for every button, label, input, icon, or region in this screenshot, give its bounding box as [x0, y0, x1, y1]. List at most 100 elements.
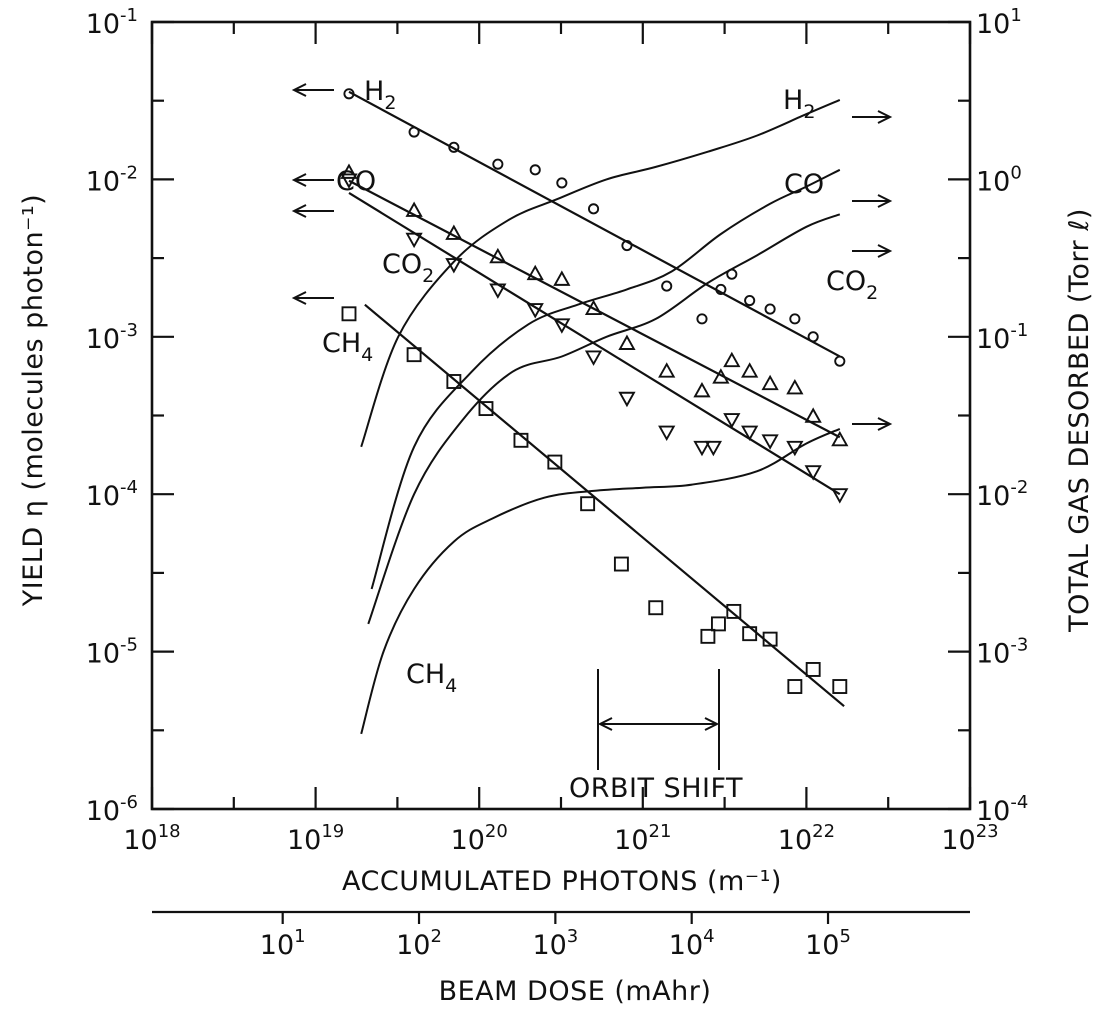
data-point — [804, 407, 822, 423]
data-point — [588, 203, 600, 215]
data-point — [408, 126, 420, 138]
data-point — [405, 232, 423, 249]
data-point — [580, 496, 596, 512]
data-point — [804, 465, 822, 481]
data-point — [405, 201, 423, 217]
orbit-shift-label: ORBIT SHIFT — [569, 773, 743, 804]
bottom-tick-label: 1021 — [614, 821, 671, 856]
left-axis-arrow — [291, 291, 334, 305]
data-point — [789, 313, 801, 325]
orbit-shift-annotation: ORBIT SHIFT — [569, 669, 743, 804]
data-point — [340, 173, 358, 189]
data-point — [513, 432, 529, 448]
data-point — [741, 362, 759, 378]
data-point — [445, 258, 463, 274]
data-point — [341, 306, 357, 322]
data-point — [526, 303, 544, 319]
beam-dose-axis: 101 102 103 104 105 — [152, 910, 970, 961]
data-point — [723, 413, 741, 429]
total-gas-curve — [360, 98, 841, 448]
data-point — [710, 616, 726, 632]
yield-fit-line — [348, 179, 841, 439]
right-axis-arrow — [852, 244, 893, 258]
data-point — [529, 164, 541, 176]
right-tick-label: 10-4 — [976, 792, 1028, 827]
data-point — [807, 331, 819, 343]
y-axis-title: YIELD η (molecules photon⁻¹) — [18, 194, 49, 607]
data-point — [726, 603, 742, 619]
data-point — [761, 374, 779, 391]
data-point — [723, 351, 741, 368]
bottom-tick-label: 1020 — [451, 821, 508, 856]
data-point — [786, 440, 804, 457]
data-point — [693, 381, 711, 398]
x-axis-title: ACCUMULATED PHOTONS (m⁻¹) — [342, 866, 782, 897]
bottom-tick-label: 1023 — [941, 821, 998, 856]
plot-frame — [150, 20, 972, 811]
data-point — [492, 158, 504, 170]
data-point — [712, 368, 730, 384]
data-point — [762, 631, 778, 647]
beam-dose-axis-title: BEAM DOSE (mAhr) — [439, 976, 712, 1007]
data-point — [618, 391, 636, 408]
left-tick-label: 10-3 — [86, 320, 138, 355]
data-point — [648, 600, 664, 616]
total-gas-curve — [370, 168, 841, 590]
left-tick-label: 10-1 — [86, 5, 138, 40]
data-point — [445, 224, 463, 240]
data-point — [618, 334, 636, 350]
data-point — [693, 440, 711, 457]
data-point — [764, 303, 776, 315]
right-axis-arrow — [852, 194, 893, 208]
data-point — [831, 488, 849, 504]
total-gas-curve — [367, 213, 841, 625]
left-tick-label: 10-5 — [86, 635, 138, 670]
data-point — [613, 556, 629, 572]
series-label: H2 — [783, 85, 815, 123]
data-point — [489, 247, 507, 264]
data-point — [658, 362, 676, 378]
total-gas-curve — [360, 427, 841, 735]
right-tick-label: 10-1 — [976, 320, 1028, 355]
data-point — [406, 347, 422, 363]
data-point — [726, 268, 738, 280]
left-y-ticks: 10-1 10-2 10-3 10-4 10-5 10-6 — [86, 5, 174, 827]
data-point — [831, 430, 849, 447]
series-label: CH4 — [322, 328, 373, 366]
right-tick-label: 101 — [976, 5, 1022, 40]
left-tick-label: 10-4 — [86, 477, 138, 512]
series-labels: H2 H2 CO CO CO2 CO2 CH4 CH4 — [322, 76, 878, 697]
data-point — [556, 177, 568, 189]
data-point — [786, 378, 804, 395]
axis-indicator-arrows — [291, 83, 893, 431]
data-point — [704, 440, 722, 457]
right-tick-label: 10-3 — [976, 635, 1028, 670]
beam-dose-tick-label: 105 — [805, 926, 851, 961]
data-point — [446, 374, 462, 389]
data-point — [696, 313, 708, 325]
data-point — [742, 626, 758, 642]
data-point — [661, 280, 673, 292]
data-point — [584, 299, 603, 316]
yield-fit-line — [348, 192, 841, 496]
data-point — [448, 141, 460, 153]
data-point — [478, 401, 494, 417]
data-point — [805, 662, 821, 677]
left-axis-arrow — [291, 173, 334, 187]
data-point — [489, 283, 507, 299]
bottom-tick-label: 1019 — [287, 821, 344, 856]
right-y-ticks: 101 100 10-1 10-2 10-3 10-4 — [948, 5, 1028, 827]
yield-data-points — [340, 88, 849, 694]
bottom-tick-label: 1022 — [778, 821, 835, 856]
data-point — [553, 270, 571, 286]
orbit-shift-arrow-right — [704, 717, 720, 731]
series-label: CH4 — [406, 659, 457, 697]
series-label: CO — [336, 166, 376, 197]
left-tick-label: 10-6 — [86, 792, 138, 827]
yield-fit-line — [348, 90, 841, 358]
data-point — [744, 294, 756, 307]
data-point — [526, 264, 544, 281]
left-axis-arrow — [291, 204, 334, 218]
data-point — [700, 628, 716, 644]
y2-axis-title: TOTAL GAS DESORBED (Torr ℓ) — [1064, 208, 1095, 633]
